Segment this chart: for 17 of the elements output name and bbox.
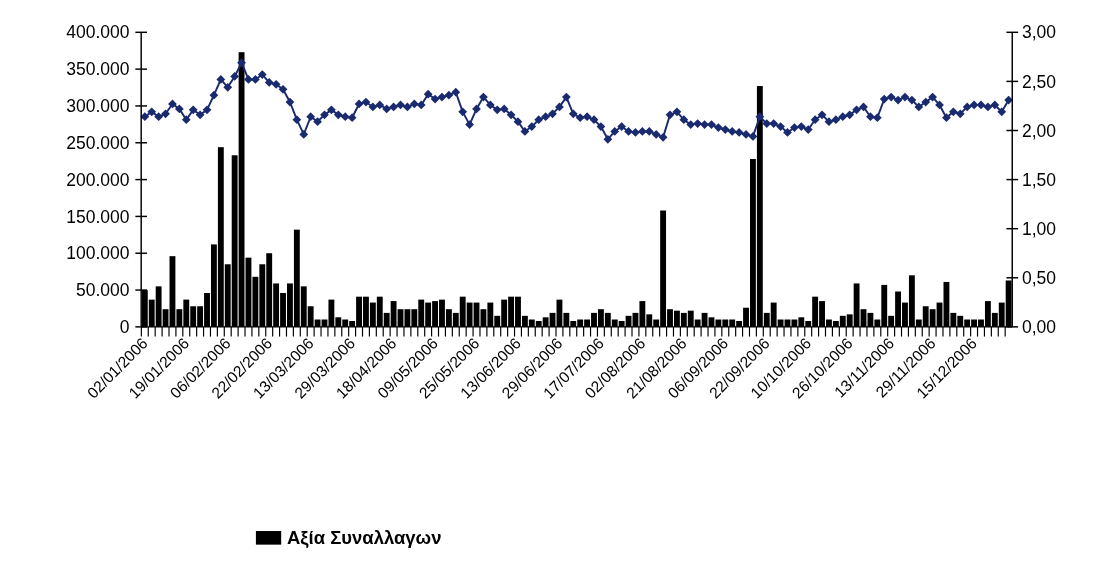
y-tick-label: 250.000: [66, 132, 130, 153]
y2-tick-label: 2,50: [1021, 71, 1057, 92]
y2-tick-label: 0,00: [1021, 317, 1057, 337]
y2-tick-label: 3,00: [1021, 22, 1057, 43]
y-tick-label: 300.000: [66, 96, 130, 117]
y2-tick-label: 1,00: [1021, 218, 1057, 239]
y2-tick-label: 1,50: [1021, 169, 1057, 190]
y-tick-label: 350.000: [66, 59, 130, 80]
y2-tick-label: 2,00: [1021, 120, 1057, 141]
y-tick-label: 100.000: [66, 243, 130, 264]
y-tick-label: 150.000: [66, 206, 130, 227]
y-tick-label: 400.000: [66, 22, 130, 43]
y-tick-label: 50.000: [76, 280, 130, 301]
legend-label: Αξία Συναλλαγων: [287, 527, 442, 550]
y-tick-label: 200.000: [66, 169, 130, 190]
y-tick-label: 0: [119, 317, 130, 337]
y2-tick-label: 0,50: [1021, 267, 1057, 288]
